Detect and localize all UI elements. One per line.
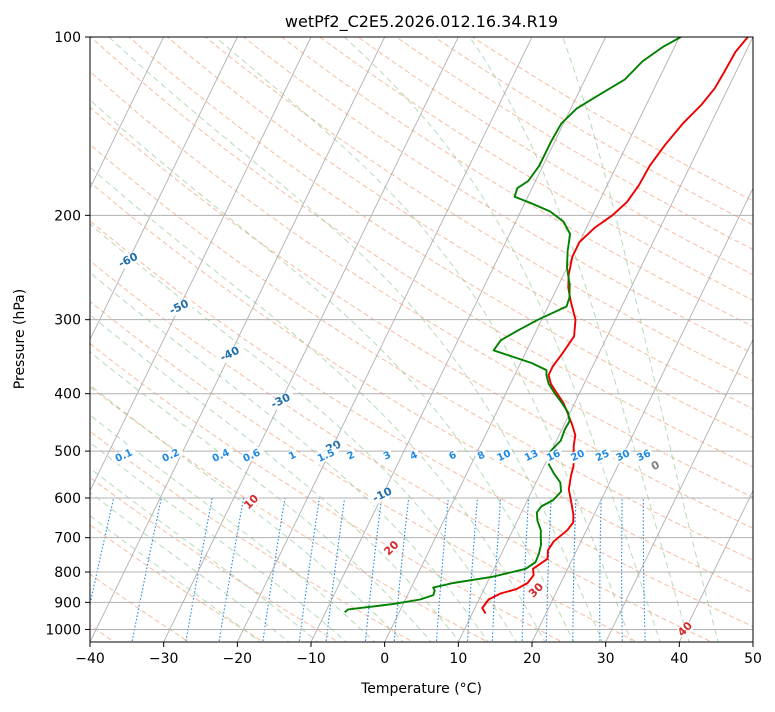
x-tick-label: −30 [149, 651, 179, 667]
x-tick-label: 0 [380, 651, 389, 667]
y-tick-label: 400 [54, 387, 81, 403]
y-tick-label: 100 [54, 30, 81, 46]
y-tick-label: 300 [54, 313, 81, 329]
y-tick-label: 200 [54, 208, 81, 224]
x-tick-label: 30 [597, 651, 615, 667]
x-axis-label: Temperature (°C) [360, 681, 482, 697]
y-tick-label: 1000 [45, 622, 81, 638]
x-tick-label: 50 [744, 651, 762, 667]
y-tick-label: 900 [54, 595, 81, 611]
x-tick-label: −20 [223, 651, 253, 667]
x-tick-label: −10 [296, 651, 326, 667]
chart-title: wetPf2_C2E5.2026.012.16.34.R19 [285, 12, 558, 32]
x-tick-label: −40 [75, 651, 105, 667]
y-tick-label: 600 [54, 491, 81, 507]
y-tick-label: 700 [54, 531, 81, 547]
y-tick-label: 800 [54, 565, 81, 581]
y-tick-label: 500 [54, 444, 81, 460]
x-tick-label: 20 [523, 651, 541, 667]
x-tick-label: 40 [670, 651, 688, 667]
x-tick-label: 10 [449, 651, 467, 667]
y-axis-label: Pressure (hPa) [12, 289, 28, 389]
